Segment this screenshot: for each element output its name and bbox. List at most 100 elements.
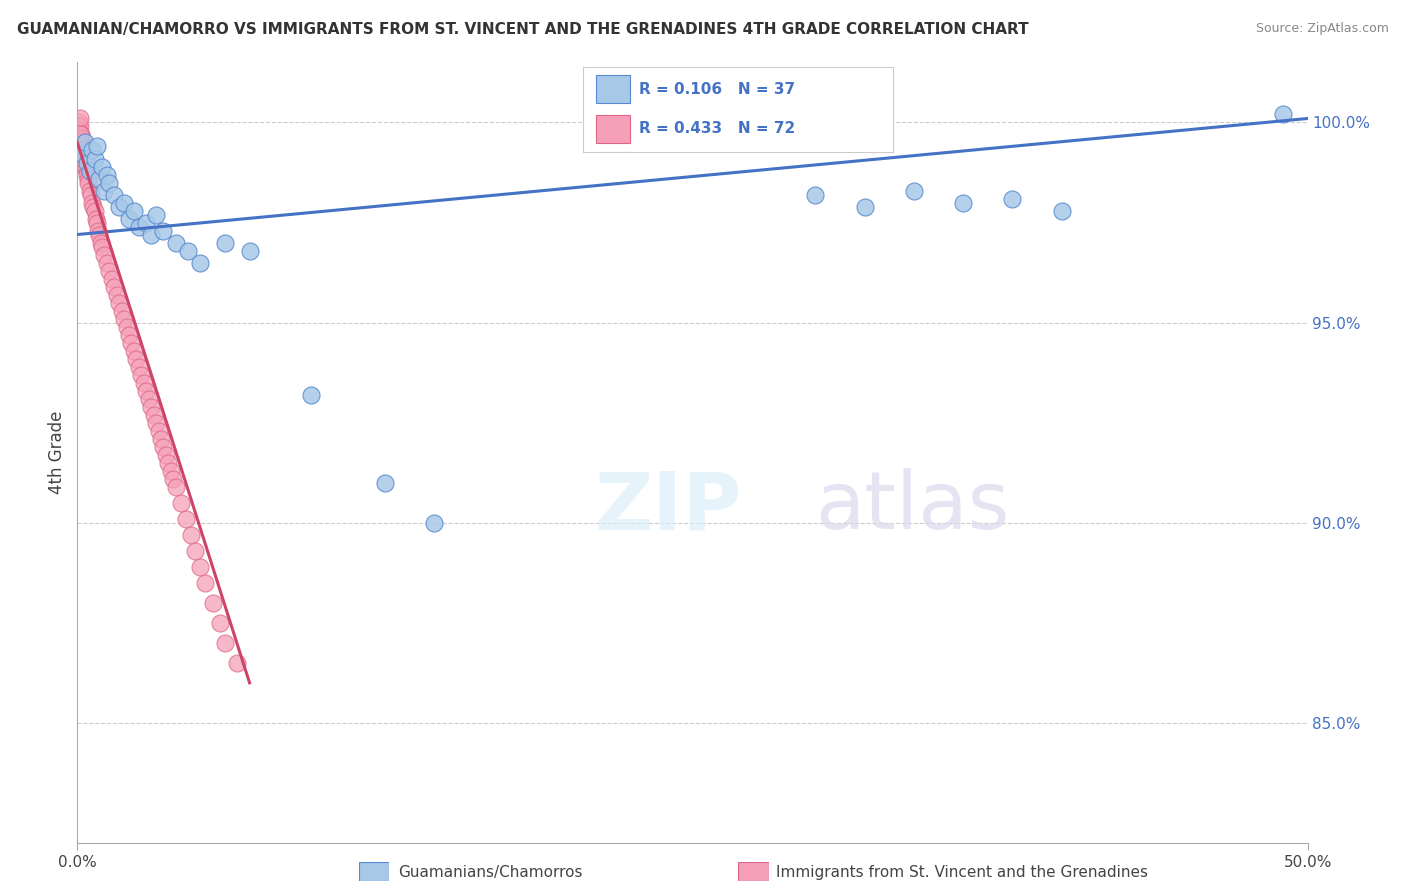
Point — [1001, 192, 1024, 206]
Point — [177, 244, 200, 258]
Point — [67, 131, 90, 145]
Point — [90, 235, 112, 250]
Point — [108, 200, 131, 214]
Point — [67, 123, 90, 137]
Point — [374, 475, 396, 490]
Point — [903, 184, 925, 198]
Point — [138, 392, 160, 406]
Point — [105, 287, 128, 301]
Y-axis label: 4th Grade: 4th Grade — [48, 411, 66, 494]
Point — [152, 223, 174, 237]
Text: R = 0.106   N = 37: R = 0.106 N = 37 — [640, 82, 796, 97]
Point — [184, 543, 207, 558]
Point — [157, 456, 180, 470]
Point — [76, 171, 98, 186]
Point — [90, 239, 114, 253]
Point — [70, 128, 93, 142]
Point — [73, 147, 96, 161]
Point — [145, 208, 167, 222]
Text: atlas: atlas — [815, 468, 1010, 546]
Point — [69, 144, 91, 158]
Point — [69, 120, 91, 134]
Point — [89, 171, 111, 186]
Point — [90, 160, 114, 174]
Point — [125, 351, 148, 366]
Bar — [596, 115, 630, 143]
Point — [201, 596, 224, 610]
Point — [83, 203, 105, 218]
Point — [180, 527, 202, 541]
Point — [853, 200, 876, 214]
Point — [93, 184, 115, 198]
Point — [141, 227, 163, 242]
Point — [72, 155, 94, 169]
Text: Source: ZipAtlas.com: Source: ZipAtlas.com — [1256, 22, 1389, 36]
Point — [214, 636, 236, 650]
Point — [79, 163, 101, 178]
Point — [214, 235, 236, 250]
Point — [299, 387, 322, 401]
Text: ZIP: ZIP — [595, 468, 741, 546]
Point — [80, 187, 103, 202]
Point — [128, 219, 150, 234]
Point — [160, 464, 183, 478]
Point — [155, 448, 177, 462]
Point — [72, 139, 94, 153]
Bar — [596, 76, 630, 103]
Point — [103, 279, 125, 293]
Point — [118, 211, 141, 226]
Point — [76, 168, 98, 182]
Point — [86, 215, 108, 229]
Point — [69, 128, 91, 142]
Point — [122, 343, 145, 358]
Point — [122, 203, 145, 218]
Point — [804, 187, 827, 202]
Point — [86, 139, 108, 153]
Text: Guamanians/Chamorros: Guamanians/Chamorros — [398, 865, 582, 880]
Point — [145, 416, 167, 430]
Point — [188, 559, 212, 574]
Point — [77, 176, 100, 190]
Point — [188, 255, 212, 269]
Point — [128, 359, 150, 374]
Point — [1050, 203, 1073, 218]
Point — [70, 147, 93, 161]
Point — [111, 303, 132, 318]
Point — [82, 195, 104, 210]
Point — [129, 368, 153, 382]
Point — [165, 235, 187, 250]
Point — [70, 136, 93, 150]
Point — [423, 516, 446, 530]
Point — [1272, 107, 1295, 121]
Point — [101, 271, 124, 285]
Point — [76, 155, 98, 169]
Point — [98, 263, 121, 277]
Point — [72, 144, 94, 158]
Point — [118, 327, 141, 342]
Point — [87, 223, 110, 237]
Point — [79, 184, 101, 198]
Point — [76, 163, 98, 178]
Point — [69, 112, 91, 126]
Point — [952, 195, 974, 210]
Point — [103, 187, 125, 202]
Point — [98, 176, 121, 190]
Point — [84, 211, 107, 226]
Point — [162, 472, 184, 486]
Point — [121, 335, 143, 350]
Point — [82, 144, 104, 158]
Point — [75, 160, 97, 174]
Point — [209, 615, 232, 630]
Point — [67, 115, 90, 129]
Point — [73, 136, 96, 150]
Point — [141, 400, 163, 414]
Point — [112, 311, 135, 326]
Text: GUAMANIAN/CHAMORRO VS IMMIGRANTS FROM ST. VINCENT AND THE GRENADINES 4TH GRADE C: GUAMANIAN/CHAMORRO VS IMMIGRANTS FROM ST… — [17, 22, 1029, 37]
Point — [96, 255, 118, 269]
Point — [226, 656, 249, 670]
Point — [115, 319, 138, 334]
Point — [75, 155, 97, 169]
Point — [194, 575, 217, 590]
Point — [93, 247, 115, 261]
Point — [148, 424, 170, 438]
